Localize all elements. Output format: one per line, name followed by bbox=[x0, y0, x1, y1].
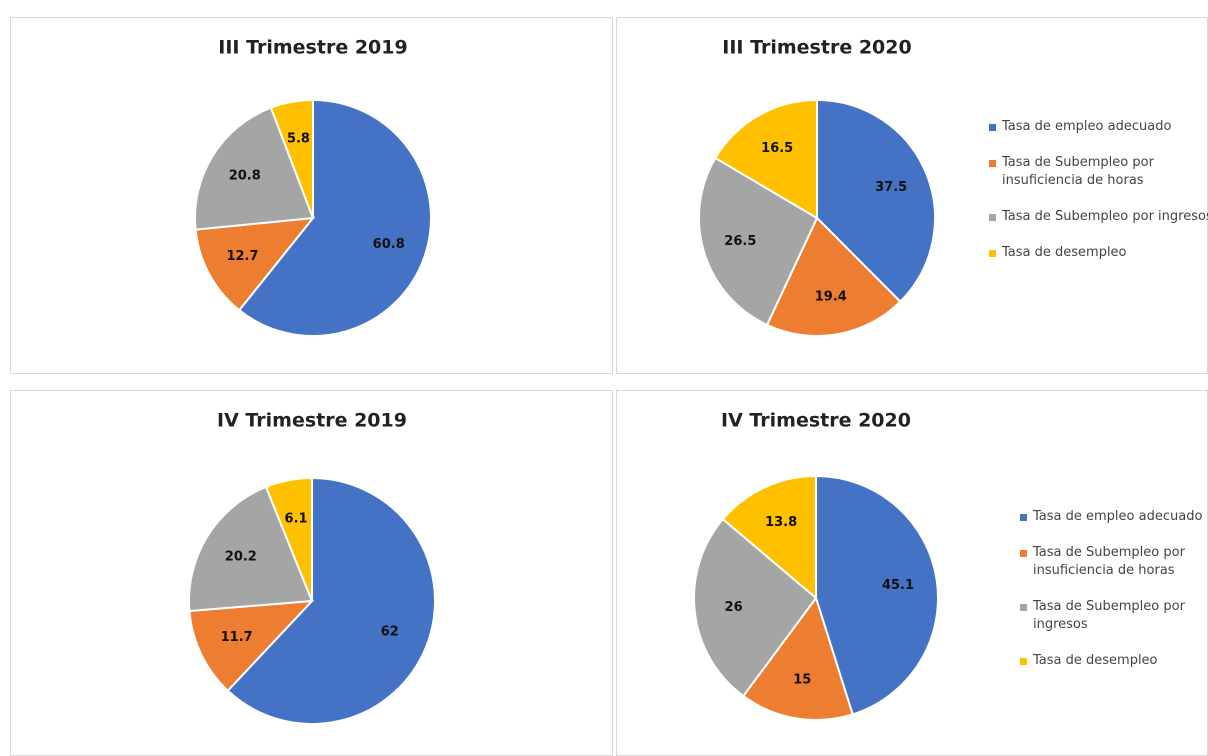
legend-label: Tasa de desempleo bbox=[1033, 653, 1158, 668]
legend-item: Tasa de Subempleo por insuficiencia de h… bbox=[1020, 544, 1205, 580]
legend-swatch bbox=[1020, 550, 1027, 557]
chart-title: IV Trimestre 2019 bbox=[217, 410, 407, 432]
legend-item: Tasa de empleo adecuado bbox=[1020, 508, 1205, 526]
legend-swatch bbox=[989, 160, 996, 167]
legend-item: Tasa de Subempleo por insuficiencia de h… bbox=[989, 154, 1208, 190]
chart: III Trimestre 2020 37.5 19.4 26.5 16.5 bbox=[698, 37, 936, 337]
chart-title: III Trimestre 2019 bbox=[218, 37, 407, 59]
legend-item: Tasa de empleo adecuado bbox=[989, 118, 1208, 136]
pie-slice bbox=[816, 98, 936, 304]
pie-slice bbox=[226, 476, 436, 725]
legend-swatch bbox=[1020, 514, 1027, 521]
data-label: 19.4 bbox=[815, 290, 847, 305]
pie-slice bbox=[815, 474, 939, 716]
pie-slice bbox=[741, 595, 854, 721]
legend: Tasa de empleo adecuado Tasa de Subempleo… bbox=[989, 118, 1208, 280]
chart-title: III Trimestre 2020 bbox=[722, 37, 911, 59]
legend-swatch bbox=[989, 214, 996, 221]
panel: III Trimestre 2019 60.8 12.7 20.8 5.8 bbox=[10, 17, 613, 374]
data-label: 15 bbox=[793, 672, 811, 687]
legend-label: Tasa de empleo adecuado bbox=[1002, 119, 1172, 134]
legend-label: Tasa de empleo adecuado bbox=[1033, 509, 1203, 524]
legend: Tasa de empleo adecuado Tasa de Subempleo… bbox=[1020, 508, 1205, 688]
data-label: 12.7 bbox=[226, 249, 258, 264]
pie-slice bbox=[714, 98, 818, 220]
pie-slice bbox=[721, 474, 817, 601]
data-label: 13.8 bbox=[765, 515, 797, 530]
pie-slice bbox=[765, 216, 902, 337]
pie-slice bbox=[188, 599, 315, 693]
data-label: 26.5 bbox=[724, 234, 756, 249]
data-label: 62 bbox=[381, 624, 399, 639]
legend-swatch bbox=[989, 124, 996, 131]
legend-label: Tasa de Subempleo por ingresos bbox=[1033, 599, 1185, 632]
chart: III Trimestre 2019 60.8 12.7 20.8 5.8 bbox=[194, 37, 432, 337]
legend-item: Tasa de desempleo bbox=[1020, 652, 1205, 670]
legend-item: Tasa de desempleo bbox=[989, 244, 1208, 262]
legend-label: Tasa de Subempleo por insuficiencia de h… bbox=[1033, 545, 1185, 578]
legend-item: Tasa de Subempleo por ingresos bbox=[989, 208, 1208, 226]
legend-label: Tasa de desempleo bbox=[1002, 245, 1127, 260]
pie-slice bbox=[698, 156, 819, 327]
legend-item: Tasa de Subempleo por ingresos bbox=[1020, 598, 1205, 634]
data-label: 60.8 bbox=[373, 237, 405, 252]
legend-swatch bbox=[989, 250, 996, 257]
pie-slice bbox=[237, 98, 432, 337]
data-label: 20.8 bbox=[229, 168, 261, 183]
pie-slice bbox=[264, 476, 313, 602]
chart-title: IV Trimestre 2020 bbox=[721, 410, 911, 432]
data-label: 26 bbox=[725, 600, 743, 615]
data-label: 11.7 bbox=[221, 630, 253, 645]
data-label: 20.2 bbox=[225, 550, 257, 565]
data-label: 45.1 bbox=[882, 578, 914, 593]
chart: IV Trimestre 2020 45.1 15 26 13.8 bbox=[693, 410, 939, 721]
chart: IV Trimestre 2019 62 11.7 20.2 6.1 bbox=[188, 410, 436, 725]
data-label: 6.1 bbox=[285, 511, 308, 526]
data-label: 5.8 bbox=[287, 132, 310, 147]
pie-slice bbox=[188, 485, 314, 613]
pie-slice bbox=[269, 98, 314, 219]
data-label: 37.5 bbox=[875, 180, 907, 195]
panel: IV Trimestre 2019 62 11.7 20.2 6.1 bbox=[10, 390, 613, 756]
legend-swatch bbox=[1020, 658, 1027, 665]
legend-swatch bbox=[1020, 604, 1027, 611]
legend-label: Tasa de Subempleo por insuficiencia de h… bbox=[1002, 155, 1154, 188]
legend-label: Tasa de Subempleo por ingresos bbox=[1002, 209, 1208, 224]
panel: IV Trimestre 2020 45.1 15 26 13.8 Tasa de emp… bbox=[616, 390, 1208, 756]
pie-slice bbox=[194, 106, 315, 231]
pie-slice bbox=[194, 216, 316, 312]
pie-slice bbox=[693, 517, 818, 698]
data-label: 16.5 bbox=[761, 141, 793, 156]
panel: III Trimestre 2020 37.5 19.4 26.5 16.5 Tasa d… bbox=[616, 17, 1208, 374]
